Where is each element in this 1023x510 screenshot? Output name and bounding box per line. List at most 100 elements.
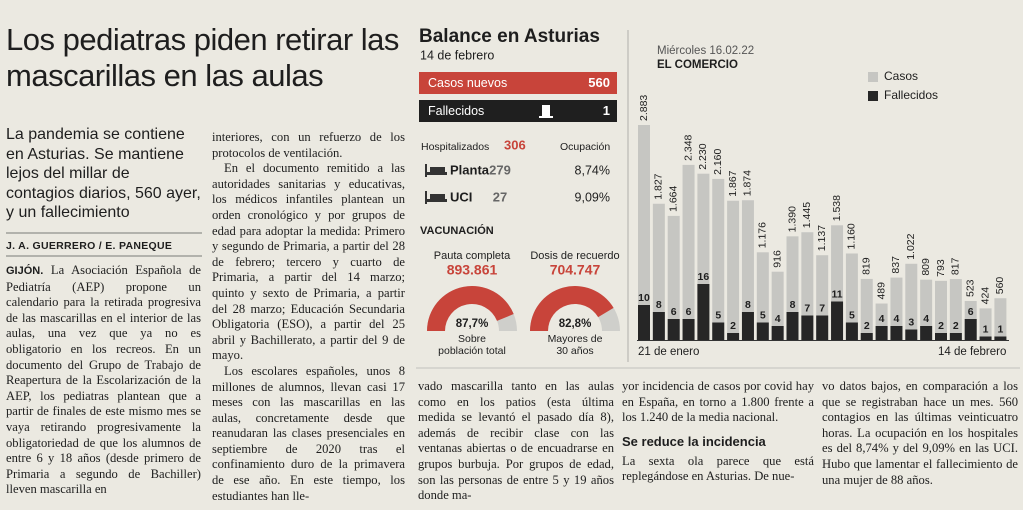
case-bar [756, 252, 769, 340]
death-bar [875, 326, 888, 340]
death-label: 2 [730, 320, 736, 332]
death-bar [860, 333, 873, 340]
paragraph: vado mascarilla tanto en las aulas como … [418, 379, 614, 504]
case-bar [638, 125, 650, 340]
case-label: 1.664 [667, 185, 679, 211]
case-label: 1.445 [801, 202, 813, 228]
paragraph-text: yor incidencia de casos por covid hay en… [622, 379, 814, 425]
death-bar [682, 319, 695, 340]
ward-label: UCI [450, 189, 472, 204]
ward-value: 27 [493, 189, 507, 204]
death-label: 6 [671, 306, 677, 318]
death-label: 6 [686, 306, 692, 318]
death-label: 2 [938, 320, 944, 332]
info-date: 14 de febrero [420, 48, 494, 62]
article-column: vo datos bajos, en comparación a los que… [822, 379, 1018, 510]
death-bar [979, 336, 992, 340]
death-label: 10 [638, 292, 650, 304]
lead-in: GIJÓN. [6, 265, 44, 277]
legend-label: Casos [884, 69, 918, 83]
article-column: interiores, con un refuerzo de los proto… [212, 130, 405, 510]
legend-swatch [868, 91, 878, 101]
case-bar [905, 263, 918, 340]
death-bar [831, 301, 844, 340]
death-bar [727, 333, 740, 340]
death-bar [935, 333, 947, 340]
vacc-value: 704.747 [550, 262, 601, 278]
death-label: 1 [997, 323, 1003, 335]
paragraph: yor incidencia de casos por covid hay en… [622, 379, 814, 426]
gauge-fill [530, 286, 614, 331]
case-label: 793 [935, 259, 947, 277]
paragraph-text: interiores, con un refuerzo de los proto… [212, 130, 405, 160]
case-bar [994, 298, 1007, 340]
gauge-caption: Sobre población total [438, 333, 506, 357]
death-bar [816, 315, 829, 340]
ward-occupancy: 8,74% [575, 163, 610, 177]
case-bar [860, 278, 873, 340]
occupancy-label: Ocupación [560, 141, 610, 153]
death-bar [741, 312, 754, 340]
gauge-label: 82,8% [559, 318, 592, 330]
deaths-value: 1 [603, 103, 610, 118]
death-label: 5 [715, 309, 721, 321]
case-bar [682, 164, 695, 340]
gauge-caption: Mayores de 30 años [547, 333, 603, 357]
death-bar [920, 326, 933, 340]
case-label: 817 [950, 257, 962, 275]
case-bar [712, 178, 725, 340]
death-label: 3 [908, 316, 914, 328]
death-label: 5 [760, 309, 766, 321]
ward-occupancy: 9,09% [575, 190, 610, 204]
death-bar [697, 284, 710, 340]
case-label: 523 [964, 279, 976, 297]
case-label: 489 [875, 282, 887, 300]
masthead-date: Miércoles 16.02.22 [657, 45, 754, 57]
case-label: 837 [890, 256, 902, 274]
death-label: 8 [790, 299, 796, 311]
paragraph-text: vado mascarilla tanto en las aulas como … [418, 379, 614, 503]
cases-label: Casos nuevos [428, 76, 507, 90]
death-label: 8 [656, 299, 662, 311]
grave-icon [539, 105, 553, 118]
gauge-label: 87,7% [456, 318, 489, 330]
paragraph: En el documento remitido a las autoridad… [212, 161, 405, 364]
info-title: Balance en Asturias [419, 26, 600, 47]
death-label: 4 [879, 313, 885, 325]
case-bar [890, 277, 903, 340]
death-bar [638, 305, 650, 340]
case-bar [845, 253, 858, 340]
gauge-caption-box: Mayores de 30 años [547, 333, 603, 357]
death-bar [845, 322, 858, 340]
case-bar [935, 280, 947, 340]
case-label: 1.137 [816, 225, 828, 251]
paragraph-text: En el documento remitido a las autoridad… [212, 161, 405, 363]
paragraph: La sexta ola parece que está replegándos… [622, 454, 814, 485]
vacc-label: Pauta completa [434, 250, 511, 262]
gauge-caption-box: Sobre población total [438, 333, 506, 357]
case-label: 2.883 [638, 95, 650, 121]
article-column: yor incidencia de casos por covid hay en… [622, 379, 814, 510]
ward-value: 279 [489, 162, 511, 177]
case-bar [949, 279, 962, 340]
death-bar [994, 336, 1007, 340]
case-label: 809 [920, 258, 932, 276]
bed-icon [425, 164, 447, 177]
death-bar [652, 312, 665, 340]
death-bar [771, 326, 784, 340]
case-bar [979, 308, 992, 340]
death-label: 1 [983, 323, 989, 335]
case-bar [727, 200, 740, 340]
paragraph: interiores, con un refuerzo de los proto… [212, 130, 405, 161]
case-label: 1.160 [846, 223, 858, 249]
case-bar [920, 279, 933, 340]
paragraph-text: La sexta ola parece que está replegándos… [622, 453, 814, 484]
death-label: 8 [745, 299, 751, 311]
masthead-paper: EL COMERCIO [657, 59, 738, 71]
case-label: 424 [979, 287, 991, 305]
death-bar [667, 319, 680, 340]
vacc-title: VACUNACIÓN [420, 224, 494, 237]
bed-icon [425, 191, 447, 204]
deaths-label: Fallecidos [428, 104, 484, 118]
